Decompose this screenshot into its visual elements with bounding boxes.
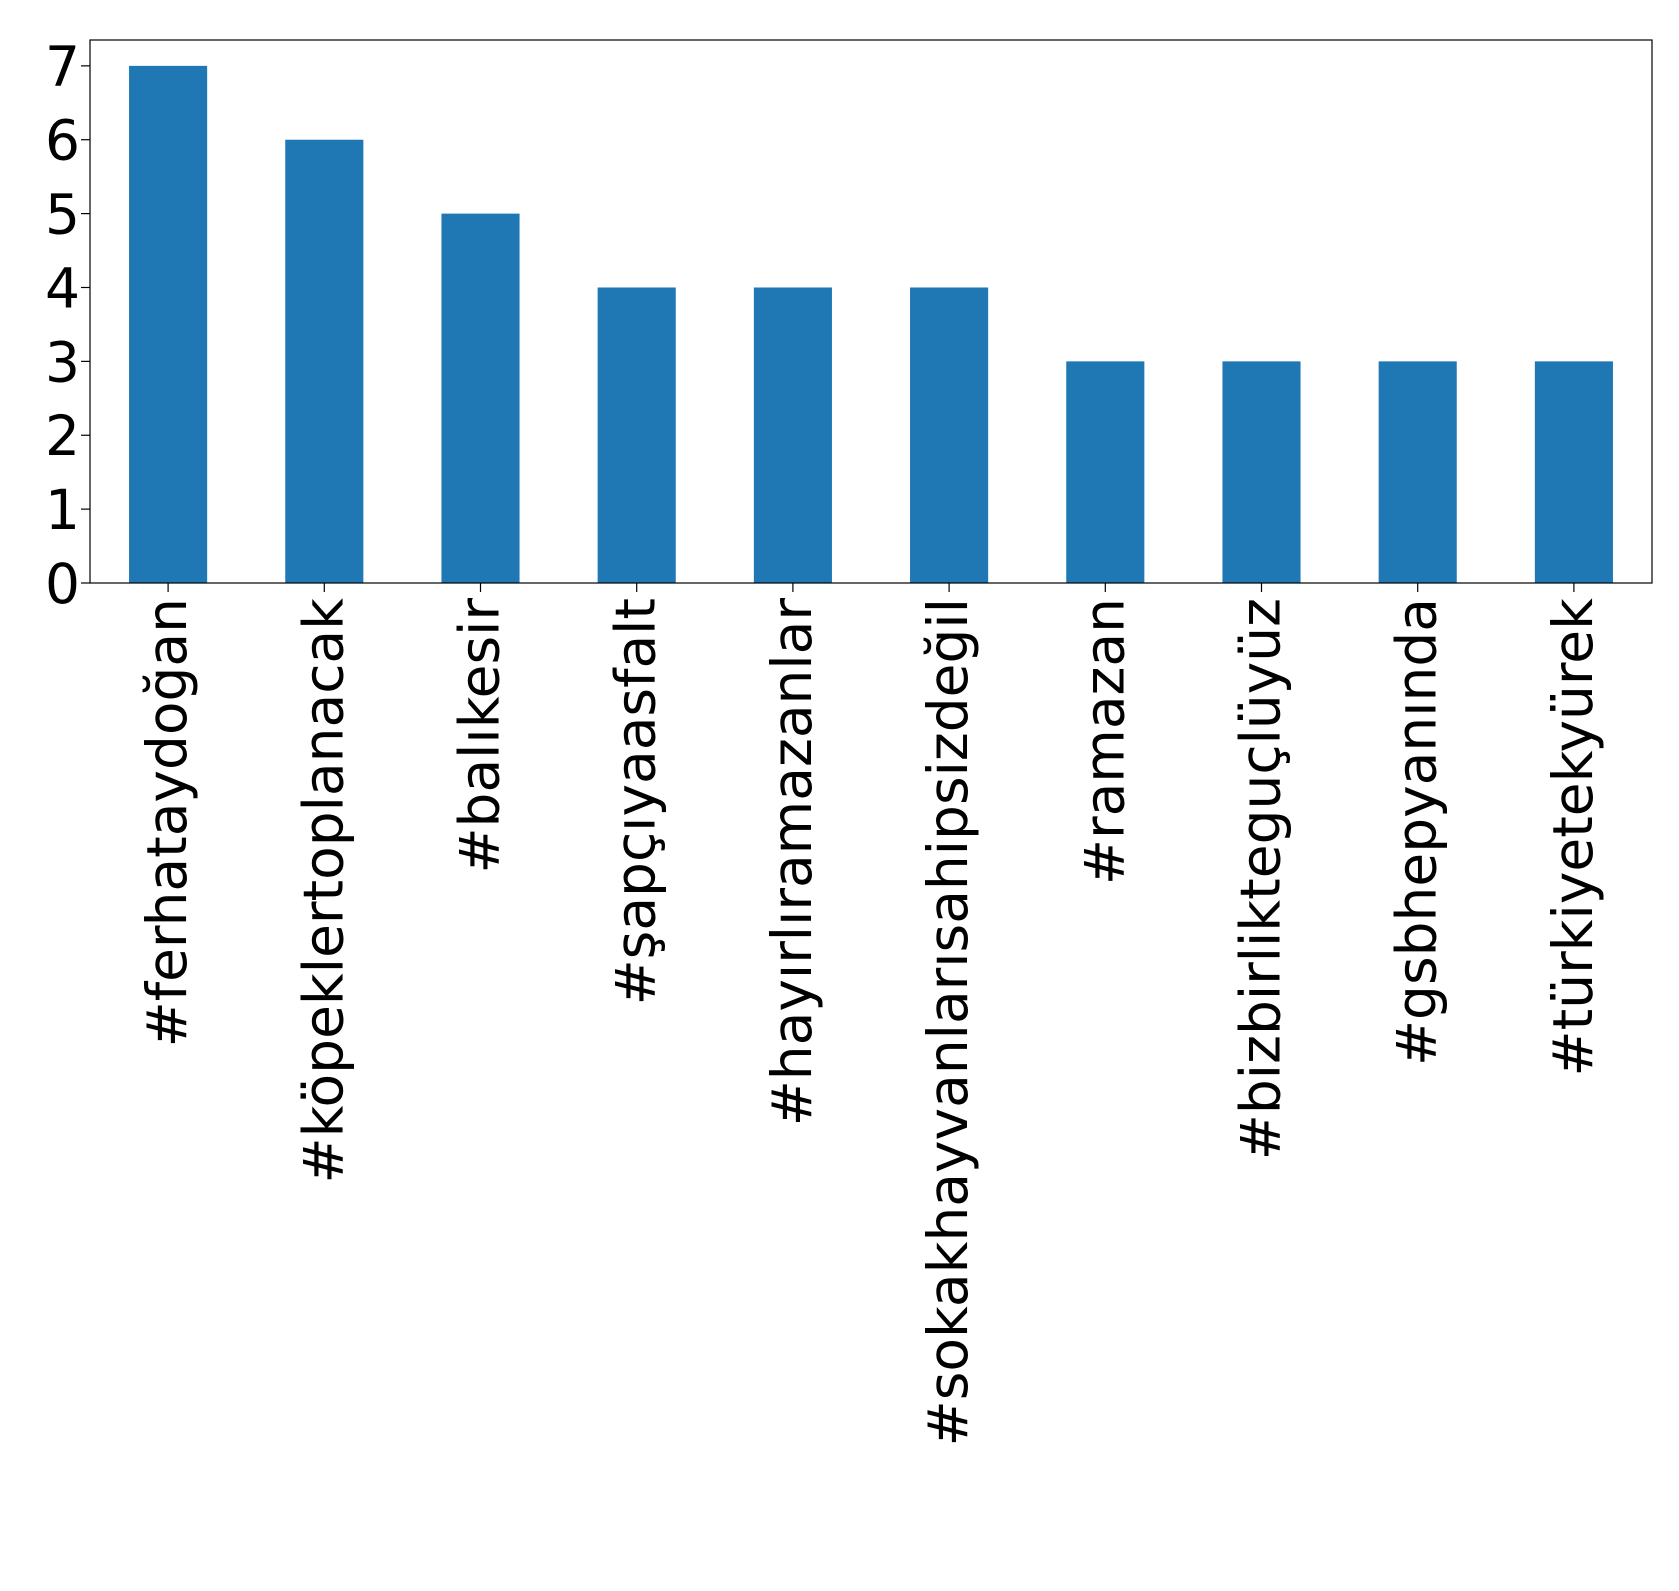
bar bbox=[285, 139, 364, 584]
y-tick-label: 6 bbox=[45, 109, 80, 173]
bars-group bbox=[129, 65, 1613, 584]
bar bbox=[129, 65, 208, 584]
bar bbox=[441, 213, 520, 583]
bar bbox=[1222, 361, 1301, 583]
x-tick-label: #balıkesir bbox=[448, 598, 512, 874]
x-tick-label: #ramazan bbox=[1072, 598, 1136, 885]
x-tick-label: #ferhataydoğan bbox=[135, 598, 199, 1047]
bar bbox=[1066, 361, 1145, 583]
y-tick-label: 1 bbox=[45, 478, 80, 542]
bar bbox=[910, 287, 989, 583]
plot-frame bbox=[89, 39, 1653, 584]
y-tick-label: 4 bbox=[45, 256, 80, 320]
x-tick-label: #hayırlıramazanlar bbox=[760, 598, 824, 1127]
bar bbox=[597, 287, 676, 583]
x-tick-label: #şapçıyaasfalt bbox=[604, 598, 668, 1005]
x-axis: #ferhataydoğan #köpeklertoplanacak #balıke… bbox=[135, 583, 1605, 1446]
x-tick-label: #bizbirlikteguçlüyüz bbox=[1229, 598, 1293, 1160]
y-tick-label: 3 bbox=[45, 330, 80, 394]
x-tick-label: #sokakhayvanlarısahipsizdeğil bbox=[916, 598, 980, 1446]
bar bbox=[1534, 361, 1613, 583]
y-tick-label: 2 bbox=[45, 404, 80, 468]
y-axis: 0 1 2 3 4 5 6 7 bbox=[45, 35, 90, 616]
bar bbox=[1378, 361, 1457, 583]
x-tick-label: #türkiyetekyürek bbox=[1541, 598, 1605, 1077]
y-tick-label: 5 bbox=[45, 183, 80, 247]
y-tick-label: 0 bbox=[45, 552, 80, 616]
y-tick-label: 7 bbox=[45, 35, 80, 99]
bar bbox=[753, 287, 832, 583]
x-tick-label: #köpeklertoplanacak bbox=[291, 598, 355, 1184]
x-tick-label: #gsbhepyanında bbox=[1385, 598, 1449, 1066]
